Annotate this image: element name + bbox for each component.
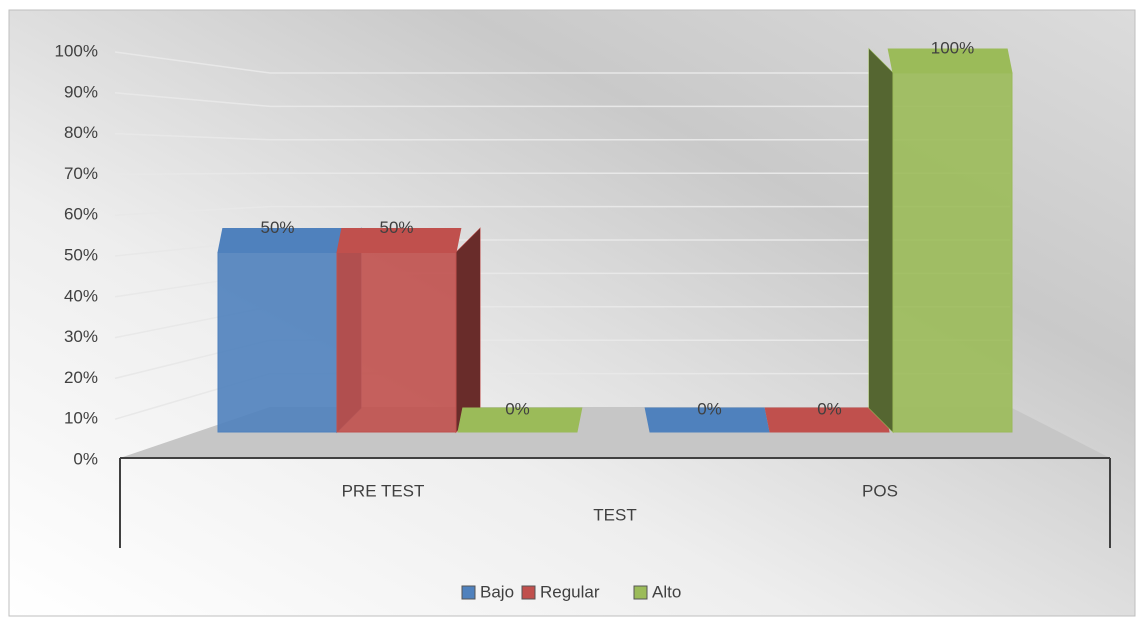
y-tick-label: 60% (64, 205, 98, 224)
y-tick-label: 40% (64, 286, 98, 305)
legend-swatch (461, 585, 476, 600)
data-label: 0% (505, 399, 530, 418)
y-tick-label: 50% (64, 245, 98, 264)
legend-label: Bajo (480, 582, 514, 601)
y-tick-label: 80% (64, 123, 98, 142)
legend-swatch (521, 585, 536, 600)
bar (892, 72, 1013, 433)
y-tick-label: 30% (64, 327, 98, 346)
data-label: 0% (817, 399, 842, 418)
grid-line (114, 92, 1010, 108)
bar-side-shade (456, 228, 480, 432)
y-tick-label: 100% (55, 41, 98, 60)
x-axis-title: TEST (593, 505, 636, 524)
y-tick-label: 20% (64, 368, 98, 387)
grid-line (114, 172, 1010, 176)
legend-label: Alto (652, 582, 681, 601)
bar-top (457, 407, 583, 433)
grid-line (114, 132, 1010, 141)
data-label: 50% (379, 218, 413, 237)
y-tick-label: 90% (64, 82, 98, 101)
grid-line (114, 205, 1010, 216)
bar-top (644, 407, 770, 433)
grid-line (114, 51, 1010, 74)
data-label: 100% (931, 38, 974, 57)
data-label: 0% (697, 399, 722, 418)
bar-side-shade (869, 49, 893, 432)
x-tick-label: PRE TEST (342, 481, 425, 500)
bar (336, 252, 457, 433)
data-label: 50% (260, 218, 294, 237)
legend-swatch (633, 585, 648, 600)
y-tick-label: 10% (64, 409, 98, 428)
x-tick-label: POS (862, 481, 898, 500)
bar (217, 252, 338, 433)
legend-label: Regular (540, 582, 600, 601)
y-tick-label: 70% (64, 164, 98, 183)
y-tick-label: 0% (73, 449, 98, 468)
